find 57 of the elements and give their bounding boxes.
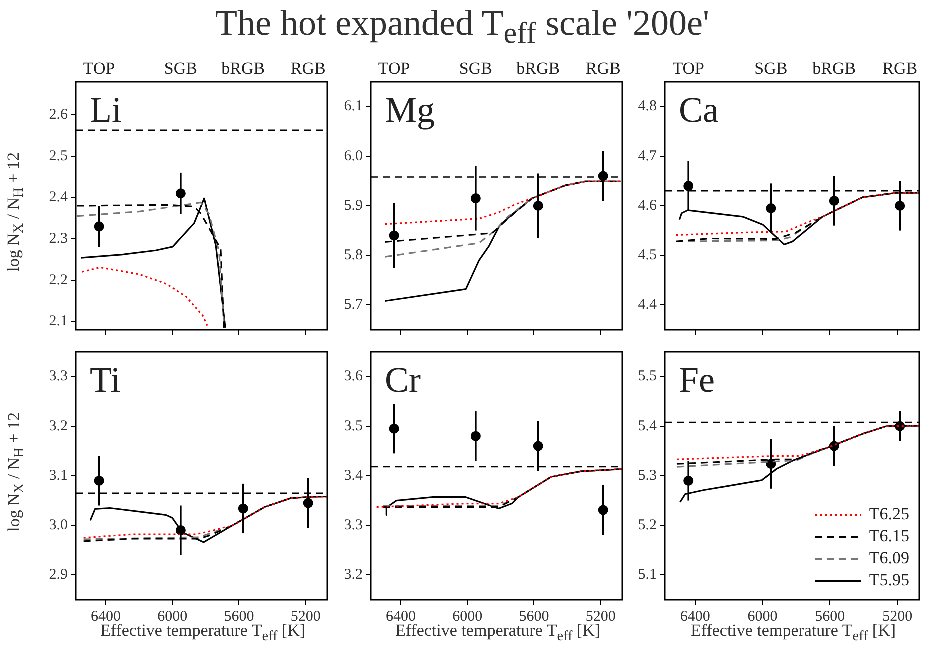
- legend-label: T5.95: [869, 570, 910, 590]
- y-tick-label: 3.6: [344, 368, 364, 385]
- text: The hot expanded T$_{eff}$ scale '200e': [214, 2, 710, 52]
- y-tick-label: 3.0: [49, 518, 68, 534]
- y-tick-label: 5.2: [638, 518, 657, 534]
- y-tick-label: 5.1: [638, 567, 657, 584]
- y-tick-label: 2.2: [49, 272, 68, 288]
- y-tick-label: 3.3: [49, 368, 68, 385]
- line-series: [81, 266, 209, 328]
- y-tick-label: 2.9: [49, 567, 68, 584]
- line-series: [384, 180, 622, 258]
- y-tick-label: 6.1: [344, 98, 363, 115]
- y-tick-label: 4.5: [638, 248, 657, 264]
- annotation: Ti: [90, 360, 121, 400]
- text: RGB: [586, 58, 621, 78]
- y-tick-label: 5.4: [638, 418, 658, 434]
- legend-label: T6.25: [869, 504, 910, 524]
- text: bRGB: [516, 58, 560, 78]
- annotation: Ca: [679, 90, 720, 130]
- y-tick-label: 3.4: [344, 468, 364, 484]
- text: SGB: [164, 58, 198, 78]
- annotation: Li: [90, 90, 122, 130]
- text: bRGB: [812, 58, 856, 78]
- y-tick-label: 2.3: [49, 231, 68, 248]
- y-tick-label: 4.4: [638, 297, 658, 314]
- text: SGB: [754, 58, 788, 78]
- text: RGB: [290, 58, 326, 78]
- text: TOP: [378, 58, 410, 78]
- annotation: Fe: [679, 360, 715, 400]
- legend-label: T6.09: [869, 548, 910, 568]
- y-tick-label: 3.3: [344, 518, 363, 534]
- y-tick-label: 5.8: [344, 248, 363, 264]
- annotation: Cr: [385, 360, 422, 400]
- annotation: Mg: [385, 90, 436, 130]
- y-tick-label: 4.7: [638, 148, 658, 164]
- y-tick-label: 3.5: [344, 418, 363, 434]
- y-tick-label: 2.6: [49, 107, 68, 124]
- text: bRGB: [222, 58, 266, 78]
- text: TOP: [83, 58, 116, 78]
- y-tick-label: 5.5: [638, 368, 657, 385]
- text: SGB: [459, 58, 492, 78]
- y-tick-label: 3.1: [49, 468, 68, 484]
- text: RGB: [882, 58, 918, 78]
- y-tick-label: 5.7: [344, 297, 364, 314]
- y-tick-label: 2.5: [49, 148, 68, 164]
- legend-label: T6.15: [869, 526, 910, 546]
- line-series: [384, 180, 622, 226]
- y-tick-label: 5.3: [638, 468, 657, 484]
- y-tick-label: 2.4: [49, 190, 68, 206]
- y-tick-label: 5.9: [344, 198, 363, 214]
- y-tick-label: 3.2: [49, 418, 68, 434]
- text: TOP: [672, 58, 704, 78]
- y-tick-label: 3.2: [344, 567, 363, 584]
- y-tick-label: 4.6: [638, 198, 658, 214]
- y-tick-label: 4.8: [638, 98, 657, 115]
- y-tick-label: 2.1: [49, 314, 68, 330]
- y-tick-label: 6.0: [344, 148, 363, 164]
